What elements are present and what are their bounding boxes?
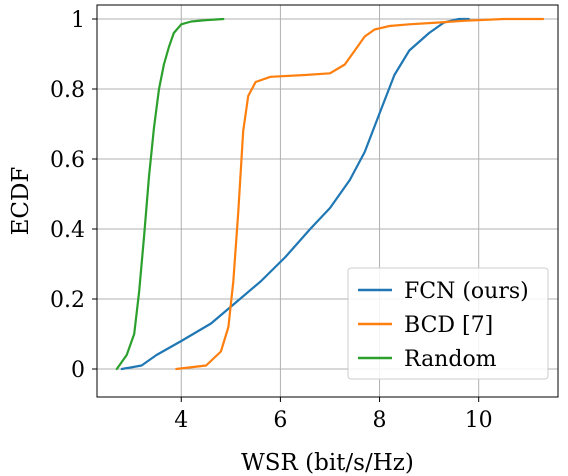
legend-label: BCD [7]: [404, 313, 493, 338]
x-tick-label: 6: [273, 408, 287, 433]
series-line-3: [115, 17, 225, 371]
x-axis-ticks: 4 6 8 10: [174, 397, 493, 433]
legend: FCN (ours) BCD [7] Random: [347, 267, 549, 380]
legend-label: FCN (ours): [404, 279, 529, 304]
series-line-1: [120, 17, 470, 371]
legend-box: [347, 267, 549, 380]
series-line-2: [175, 17, 545, 371]
y-tick-label: 0.4: [50, 218, 85, 243]
y-tick-label: 0.6: [50, 148, 85, 173]
x-tick-label: 4: [174, 408, 188, 433]
series-lines: [115, 17, 545, 371]
y-tick-label: 0: [71, 358, 85, 383]
legend-label: Random: [404, 347, 497, 372]
x-tick-label: 10: [465, 408, 493, 433]
y-axis-label: ECDF: [8, 167, 34, 236]
x-axis-label: WSR (bit/s/Hz): [241, 450, 414, 476]
x-tick-label: 8: [373, 408, 387, 433]
y-axis-ticks: 0 0.2 0.4 0.6 0.8 1: [50, 8, 97, 383]
plot-frame: [96, 4, 559, 398]
y-tick-label: 1: [71, 8, 85, 33]
y-tick-label: 0.8: [50, 78, 85, 103]
y-tick-label: 0.2: [50, 288, 85, 313]
